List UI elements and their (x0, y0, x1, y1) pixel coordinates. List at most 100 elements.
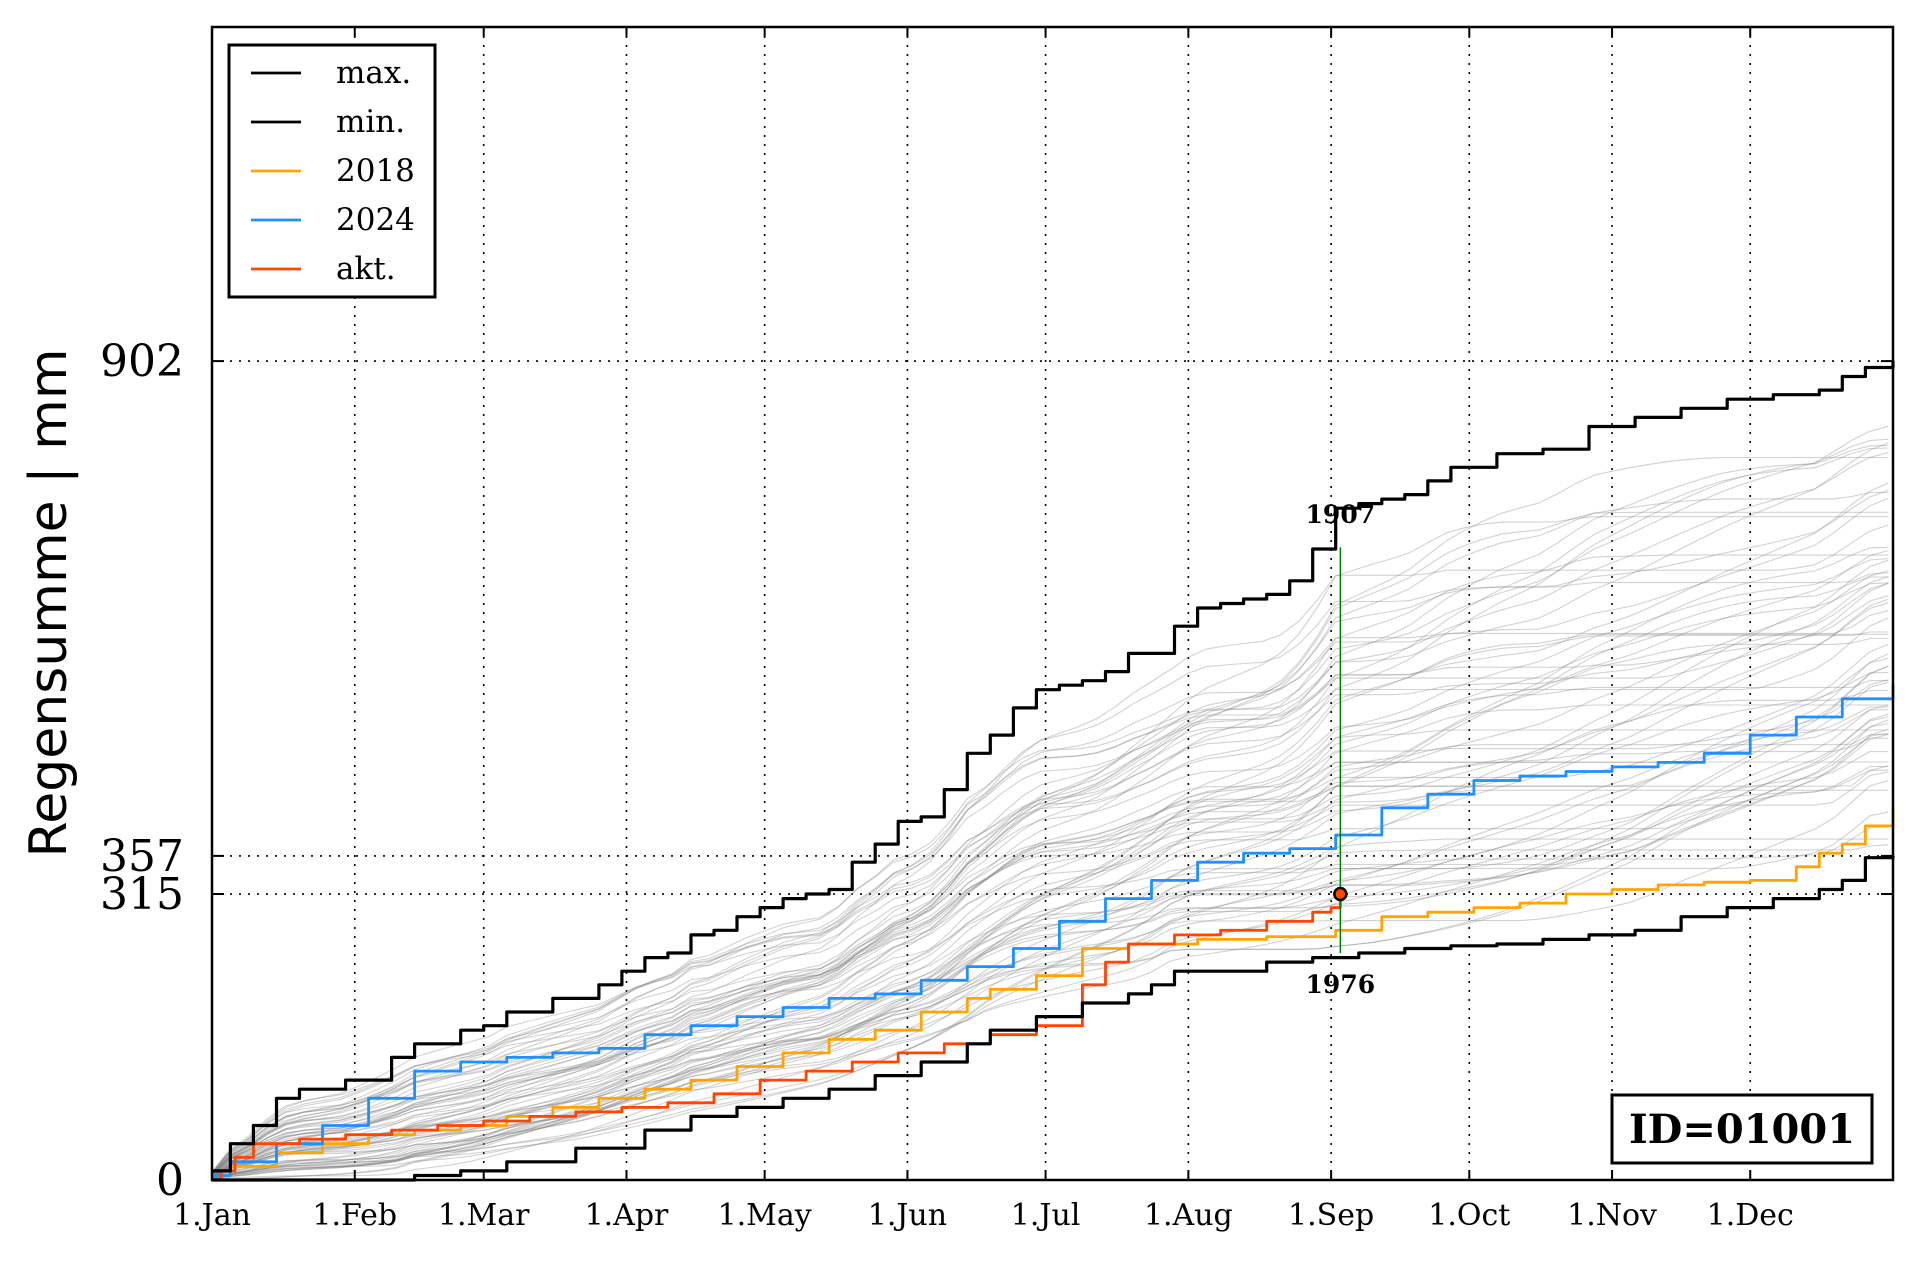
background-year-line (211, 633, 1889, 1176)
background-year-line (211, 765, 1889, 1180)
background-year-line (211, 719, 1889, 1179)
background-year-line (211, 447, 1889, 1175)
y-tick-label: 357 (100, 831, 184, 882)
background-year-lines (211, 425, 1889, 1181)
y-tick-label: 0 (156, 1155, 184, 1206)
background-year-line (211, 559, 1889, 1178)
background-year-line (211, 598, 1889, 1178)
legend-label: 2018 (336, 153, 415, 189)
background-year-line (211, 451, 1889, 1175)
background-year-line (211, 602, 1889, 1178)
id-box: ID=01001 (1610, 1093, 1874, 1165)
y-tick-label: 315 (100, 869, 184, 920)
background-year-line (211, 722, 1889, 1181)
background-year-line (211, 456, 1889, 1174)
legend: max. min. 2018 2024 akt. (227, 43, 437, 299)
background-year-line (211, 844, 1889, 1179)
background-year-line (211, 679, 1889, 1177)
series-line-2018 (212, 807, 1895, 1177)
background-year-line (211, 704, 1889, 1177)
background-year-line (211, 665, 1889, 1179)
background-year-line (211, 497, 1889, 1175)
x-tick-label: 1.Mar (438, 1198, 530, 1233)
background-year-line (211, 524, 1889, 1173)
background-year-line (211, 704, 1889, 1180)
background-year-line (211, 582, 1889, 1176)
background-year-line (211, 637, 1889, 1177)
background-year-line (211, 546, 1889, 1177)
background-year-line (211, 482, 1889, 1175)
x-tick-label: 1.Nov (1567, 1198, 1657, 1233)
background-year-line (211, 780, 1889, 1180)
x-tick-label: 1.Feb (312, 1198, 397, 1233)
background-year-line (211, 643, 1889, 1177)
background-year-line (211, 554, 1889, 1174)
x-tick-label: 1.Dec (1707, 1198, 1794, 1233)
background-year-line (211, 576, 1889, 1178)
background-year-line (211, 680, 1889, 1176)
background-year-line (211, 425, 1889, 1175)
annotations: 1907 1976 (1306, 500, 1376, 999)
x-tick-label: 1.Jul (1011, 1198, 1081, 1233)
background-year-line (211, 491, 1889, 1174)
y-axis-label: Regensumme | mm (19, 349, 79, 858)
x-tick-label: 1.Oct (1428, 1198, 1510, 1233)
background-year-line (211, 653, 1889, 1178)
background-year-line (211, 789, 1889, 1178)
background-year-line (211, 761, 1889, 1177)
background-year-line (211, 733, 1889, 1180)
background-year-line (211, 444, 1889, 1175)
background-year-line (211, 769, 1889, 1180)
background-year-line (211, 671, 1889, 1179)
background-year-line (211, 438, 1889, 1175)
background-year-line (211, 716, 1889, 1180)
grid (212, 27, 1893, 1180)
background-year-line (211, 595, 1889, 1175)
axis-ticks: 1.Jan 1.Feb 1.Mar 1.Apr 1.May 1.Jun 1.Jul 1.Aug… (100, 27, 1893, 1233)
background-year-line (211, 582, 1889, 1176)
legend-label: max. (336, 55, 411, 91)
legend-label: min. (336, 104, 405, 140)
background-year-line (211, 751, 1889, 1180)
background-year-line (211, 570, 1889, 1177)
x-tick-label: 1.Jun (868, 1198, 947, 1233)
background-year-line (211, 838, 1889, 1179)
background-year-line (211, 576, 1889, 1177)
background-year-line (211, 713, 1889, 1180)
series-lines (212, 361, 1895, 1182)
plot-frame (210, 25, 1895, 1182)
x-tick-label: 1.Aug (1144, 1198, 1233, 1233)
background-year-line (211, 689, 1889, 1179)
x-tick-label: 1.Jan (173, 1198, 251, 1233)
background-year-line (211, 572, 1889, 1174)
background-year-line (211, 733, 1889, 1177)
background-year-line (211, 617, 1889, 1176)
background-year-line (211, 737, 1889, 1178)
legend-label: akt. (336, 251, 396, 287)
year-annotation: 1976 (1306, 970, 1376, 999)
background-year-line (211, 549, 1889, 1176)
background-year-line (211, 681, 1889, 1180)
id-label: ID=01001 (1629, 1106, 1855, 1153)
background-year-line (211, 511, 1889, 1174)
background-year-line (211, 709, 1889, 1179)
background-year-line (211, 516, 1889, 1173)
series-line-akt (212, 894, 1342, 1182)
background-year-line (211, 771, 1889, 1178)
series-line-2024 (212, 685, 1895, 1177)
background-year-line (211, 765, 1889, 1178)
background-year-line (211, 732, 1889, 1181)
background-year-line (211, 489, 1889, 1174)
background-year-line (211, 728, 1889, 1179)
series-line-min (212, 855, 1895, 1182)
background-year-line (211, 557, 1889, 1176)
year-annotation: 1907 (1306, 500, 1376, 529)
series-line-max (212, 361, 1895, 1173)
x-tick-label: 1.Sep (1288, 1198, 1374, 1233)
background-year-line (211, 631, 1889, 1176)
x-tick-label: 1.Apr (585, 1198, 669, 1233)
x-tick-label: 1.May (718, 1198, 812, 1233)
background-year-line (211, 609, 1889, 1175)
background-year-line (211, 582, 1889, 1177)
